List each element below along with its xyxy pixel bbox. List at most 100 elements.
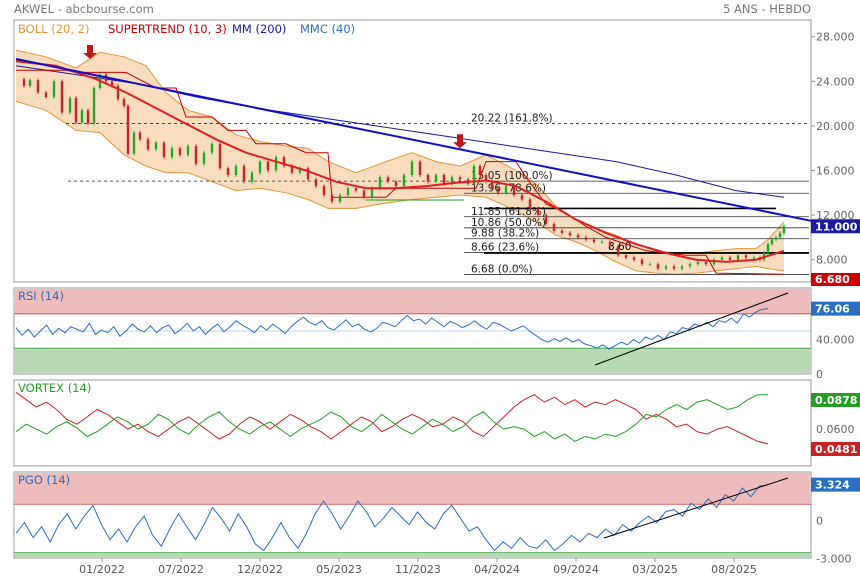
price-candle <box>74 98 78 123</box>
y-tick-label: 8.000 <box>816 254 848 267</box>
vortex-y-tick-label: 0.0600 <box>816 423 855 436</box>
price-candle <box>52 81 56 97</box>
vortex-legend: VORTEX (14) <box>18 381 91 395</box>
price-candle <box>584 237 588 240</box>
price-candle <box>314 179 318 187</box>
rsi-y-tick-label: 0 <box>816 368 823 381</box>
price-candle <box>560 230 564 233</box>
price-candle <box>274 157 278 171</box>
price-candle <box>60 81 64 113</box>
price-candle <box>632 257 636 260</box>
vortex-plus-badge <box>811 393 860 407</box>
chart-period-label: 5 ANS - HEBDO <box>723 2 811 16</box>
pgo-trendline <box>603 477 789 539</box>
price-candle <box>672 266 676 269</box>
vortex-panel <box>13 379 812 467</box>
price-candle <box>704 261 708 265</box>
y-tick-label: 12.000 <box>816 209 855 222</box>
vortex-minus-value: 0.0481 <box>815 443 857 456</box>
price-candle <box>226 168 230 175</box>
x-tick-label: 11/2023 <box>395 563 441 576</box>
price-candle <box>322 186 326 196</box>
pgo-line <box>15 484 769 552</box>
price-candle <box>378 177 382 189</box>
price-candle <box>504 186 508 193</box>
legend-entry: SUPERTREND (10, 3) <box>108 22 227 36</box>
price-candle <box>282 157 286 167</box>
price-candle <box>138 132 142 140</box>
price-candle <box>28 80 32 86</box>
price-candle <box>218 143 222 169</box>
vortex-plus-value: 0.0878 <box>815 394 857 407</box>
price-candle <box>680 266 684 269</box>
price-candle <box>744 255 748 258</box>
price-candle <box>616 246 620 256</box>
price-candle <box>458 177 462 180</box>
price-level-label: 8.60 <box>608 241 631 253</box>
price-candle <box>202 152 206 164</box>
price-candle <box>472 166 476 184</box>
price-candle <box>242 166 246 182</box>
price-candle <box>132 132 136 154</box>
price-candle <box>496 188 500 193</box>
y-tick-label: 24.000 <box>816 75 855 88</box>
price-candle <box>298 168 302 173</box>
price-candle <box>234 166 238 175</box>
axis-layer: 01/2022 07/2022 12/2022 05/2023 11/2023 04/20… <box>79 558 757 576</box>
price-candle <box>600 241 604 243</box>
price-candle <box>568 232 572 236</box>
price-candle <box>80 110 84 123</box>
price-candle <box>186 145 190 155</box>
price-candle <box>44 92 48 97</box>
price-candle <box>126 105 130 154</box>
pgo-legend: PGO (14) <box>18 473 70 487</box>
price-candle <box>608 241 612 247</box>
price-candle <box>68 98 72 113</box>
last-price-badge <box>811 219 860 234</box>
rsi-legend: RSI (14) <box>18 289 64 303</box>
last-price-value: 11.000 <box>815 220 858 233</box>
chart-source-label: AKWEL - abcbourse.com <box>14 2 154 16</box>
fibonacci-label: 9.88 (38.2%) <box>471 228 539 240</box>
price-candle <box>394 181 398 187</box>
price-candle <box>770 239 774 245</box>
price-candle <box>752 257 756 259</box>
rsi-layer: RSI (14) 40.000 0 76.06 <box>14 289 860 381</box>
price-candle <box>478 166 482 175</box>
price-candle <box>688 264 692 267</box>
price-layer: 20.22 (161.8%)15.05 (100.0%)13.96 (78.6%… <box>15 22 860 286</box>
price-candle <box>306 168 310 180</box>
vortex-minus-line <box>15 391 769 445</box>
price-candle <box>338 195 342 202</box>
price-candle <box>418 161 422 175</box>
rsi-last-badge <box>811 301 860 316</box>
legend-entry: BOLL (20, 2) <box>18 22 89 36</box>
price-candle <box>146 139 150 150</box>
vortex-layer: VORTEX (14) 0.0600 0.0878 0.0481 <box>15 381 860 456</box>
price-candle <box>656 264 660 269</box>
rsi-y-tick-label: 40.000 <box>816 334 855 347</box>
price-candle <box>450 177 454 184</box>
price-candle <box>766 244 770 254</box>
pgo-layer: PGO (14) 0 -3.000 3.324 <box>14 473 860 566</box>
price-candle <box>490 181 494 189</box>
pgo-overbought-zone <box>15 473 810 505</box>
legend-entry: MMC (40) <box>300 22 355 36</box>
price-candle <box>330 195 334 202</box>
sell-arrow-icon <box>83 45 97 60</box>
price-candle <box>774 237 778 240</box>
rsi-line <box>15 308 769 350</box>
price-candle <box>258 161 262 173</box>
price-candle <box>536 208 540 216</box>
price-candle <box>210 143 214 153</box>
price-candle <box>778 232 782 238</box>
price-candle <box>36 80 40 93</box>
x-tick-label: 12/2022 <box>237 563 283 576</box>
x-tick-label: 07/2022 <box>158 563 204 576</box>
trendline <box>15 58 817 223</box>
price-candle <box>92 88 96 124</box>
pgo-last-value: 3.324 <box>815 479 850 492</box>
price-candle <box>290 166 294 173</box>
fibonacci-label: 6.68 (0.0%) <box>471 263 533 275</box>
price-candle <box>386 177 390 182</box>
